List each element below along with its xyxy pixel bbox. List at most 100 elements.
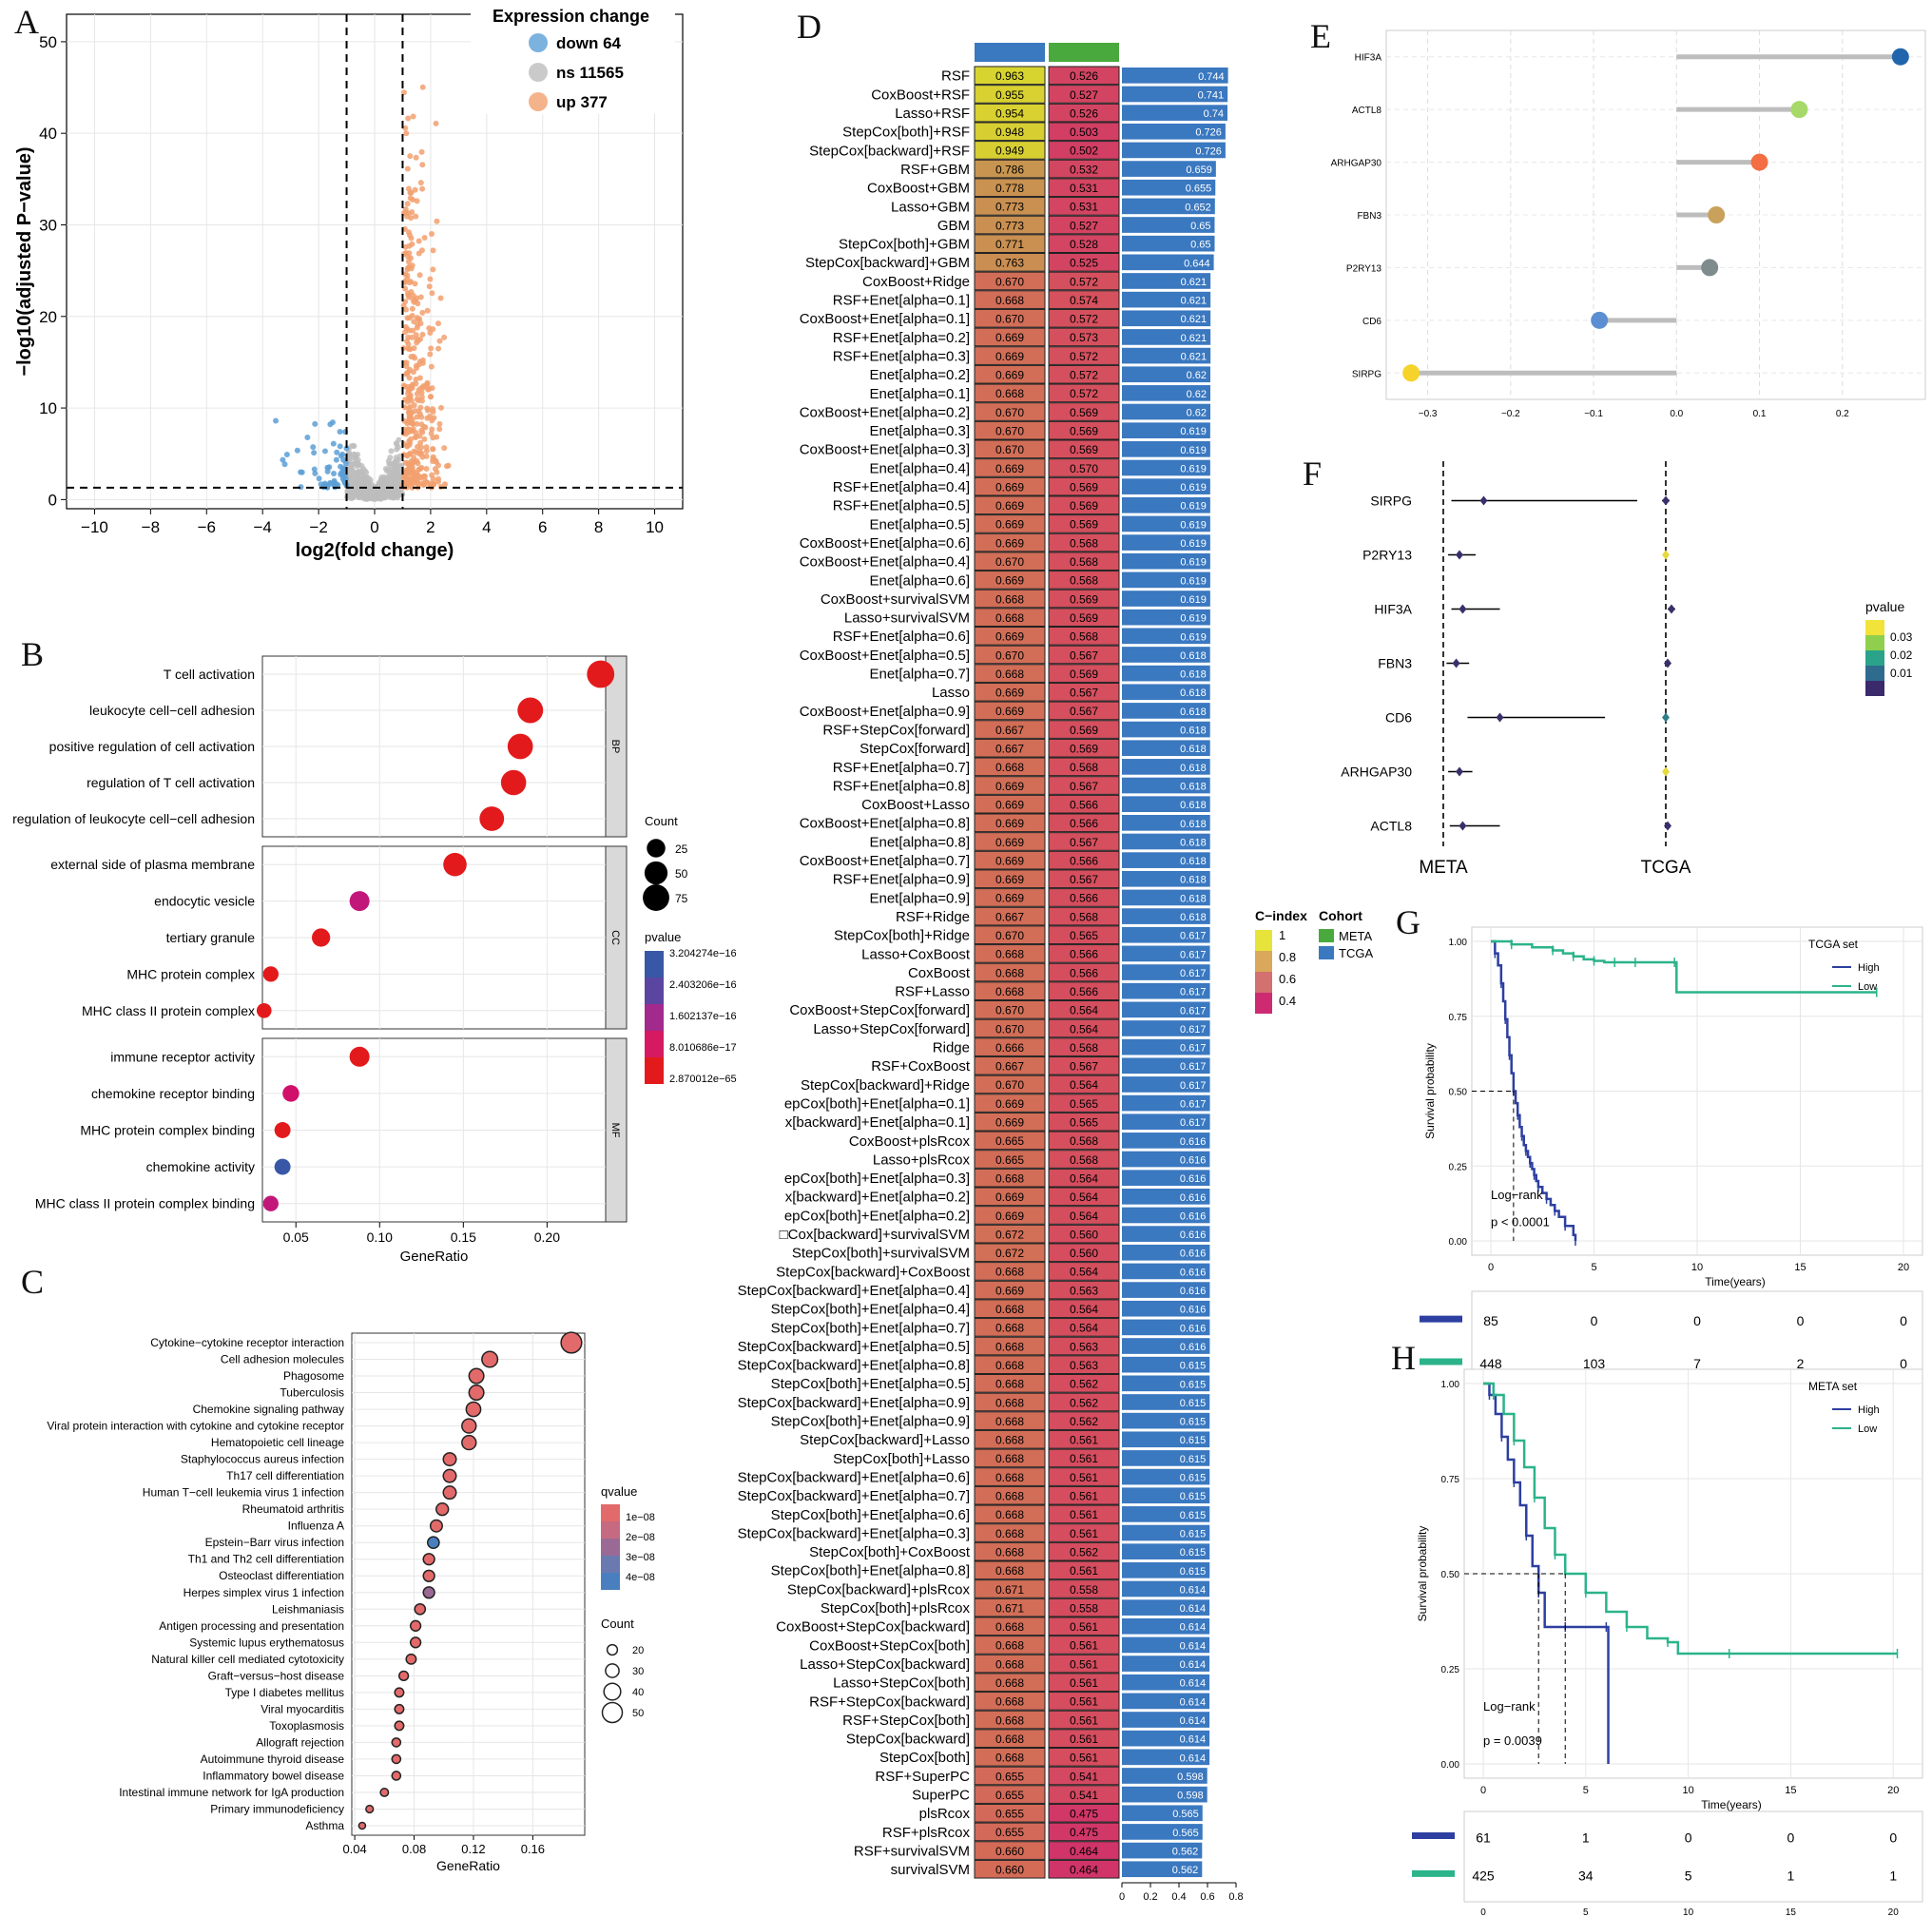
heat-cell-meta: [1048, 1131, 1120, 1151]
heat-cell-meta: [1048, 1224, 1120, 1244]
heat-cell-value: 0.564: [1070, 1004, 1098, 1017]
heat-cell-tcga: [974, 1448, 1046, 1468]
heat-cell-tcga: [974, 476, 1046, 496]
mean-bar: [1122, 1450, 1210, 1466]
model-label: StepCox[both]+GBM: [839, 237, 970, 253]
volcano-point-ns: [392, 458, 398, 465]
term-point: [391, 1737, 402, 1748]
heat-cell-tcga: [974, 738, 1046, 758]
volcano-point-down: [337, 428, 343, 435]
panel-label-b: B: [21, 635, 44, 673]
plot-frame: [351, 1332, 586, 1836]
volcano-point-down: [343, 445, 350, 452]
x-tick-label: 5: [1591, 1262, 1596, 1273]
model-label: Lasso: [932, 685, 970, 701]
legend-label: Low: [1858, 1423, 1877, 1435]
heat-cell-value: 0.668: [995, 1415, 1024, 1428]
mean-bar: [1122, 1768, 1208, 1784]
lollipop-head: [1750, 153, 1768, 171]
mean-bar-value: 0.65: [1190, 221, 1210, 232]
volcano-point-up: [443, 463, 450, 470]
gene-label: SIRPG: [1370, 494, 1412, 509]
volcano-point-up: [406, 375, 413, 381]
heat-cell-value: 0.655: [995, 1826, 1024, 1839]
heat-cell-tcga: [974, 962, 1046, 982]
model-label: RSF+Enet[alpha=0.4]: [833, 479, 970, 495]
mean-bar-value: 0.74: [1204, 108, 1224, 120]
term-label: Antigen processing and presentation: [159, 1619, 344, 1633]
mean-bar: [1122, 403, 1210, 420]
heat-cell-tcga: [974, 720, 1046, 739]
mean-bar: [1122, 889, 1210, 906]
volcano-point-up: [419, 185, 426, 192]
heat-cell-tcga: [974, 813, 1046, 833]
model-label: GBM: [937, 218, 970, 234]
volcano-point-down: [326, 464, 333, 471]
heat-cell-tcga: [974, 701, 1046, 721]
volcano-point-up: [408, 354, 415, 360]
term-label: Th1 and Th2 cell differentiation: [188, 1553, 344, 1566]
gene-label: FBN3: [1357, 211, 1381, 222]
heat-cell-value: 0.670: [995, 443, 1024, 456]
heat-cell-meta: [1048, 1766, 1120, 1786]
heat-cell-meta: [1048, 1785, 1120, 1804]
term-point: [409, 1619, 422, 1632]
heat-cell-value: 0.771: [995, 238, 1024, 251]
heat-cell-tcga: [974, 664, 1046, 683]
volcano-point-up: [428, 345, 435, 352]
heat-cell-value: 0.561: [1070, 1452, 1098, 1465]
volcano-point-ns: [385, 457, 392, 464]
mean-bar: [1122, 1057, 1210, 1075]
mean-bar-value: 0.619: [1180, 575, 1207, 587]
heat-cell-value: 0.561: [1070, 1657, 1098, 1671]
heat-cell-meta: [1048, 962, 1120, 982]
mean-bar-value: 0.616: [1180, 1342, 1207, 1353]
legend-label: High: [1858, 1404, 1880, 1416]
heat-cell-value: 0.669: [995, 854, 1024, 867]
volcano-point-up: [423, 465, 430, 472]
volcano-point-up: [434, 218, 440, 224]
volcano-point-up: [414, 414, 420, 420]
volcano-point-up: [407, 419, 414, 426]
volcano-point-up: [423, 453, 430, 459]
heat-cell-meta: [1048, 1579, 1120, 1598]
mean-bar: [1122, 1133, 1210, 1149]
heat-cell-value: 0.668: [995, 1752, 1024, 1765]
model-label: RSF+StepCox[both]: [842, 1713, 970, 1729]
heat-cell-value: 0.954: [995, 106, 1024, 120]
heat-cell-meta: [1048, 514, 1120, 533]
volcano-point-down: [280, 456, 286, 463]
heat-cell-value: 0.670: [995, 649, 1024, 662]
risk-x-tick-label: 15: [1786, 1907, 1797, 1917]
mean-bar-value: 0.617: [1180, 931, 1207, 942]
cohort-legend-swatch: [1319, 929, 1334, 942]
heat-cell-meta: [1048, 1374, 1120, 1393]
heat-cell-value: 0.572: [1070, 313, 1098, 326]
pvalue-legend-bar: [1865, 650, 1884, 666]
heat-cell-tcga: [974, 1336, 1046, 1356]
volcano-point-up: [405, 390, 412, 397]
heat-cell-value: 0.569: [1070, 518, 1098, 532]
heat-cell-value: 0.561: [1070, 1752, 1098, 1765]
heat-cell-meta: [1048, 383, 1120, 403]
mean-bar: [1122, 908, 1210, 924]
heat-cell-value: 0.564: [1070, 1303, 1098, 1316]
term-label: leukocyte cell−cell adhesion: [89, 703, 255, 718]
volcano-point-up: [406, 263, 413, 270]
term-label: Phagosome: [283, 1369, 344, 1383]
heat-cell-meta: [1048, 682, 1120, 702]
heat-cell-tcga: [974, 1355, 1046, 1374]
volcano-point-up: [433, 120, 439, 126]
model-label: RSF+SuperPC: [875, 1769, 970, 1785]
heat-cell-value: 0.669: [995, 780, 1024, 793]
term-point: [397, 1670, 410, 1681]
heat-cell-value: 0.572: [1070, 350, 1098, 363]
cindex-legend-label: 0.8: [1279, 950, 1296, 964]
heat-cell-value: 0.668: [995, 592, 1024, 606]
model-label: RSF+StepCox[backward]: [809, 1694, 970, 1710]
lollipop-head: [1402, 364, 1420, 382]
heat-cell-value: 0.566: [1070, 817, 1098, 830]
mean-bar: [1122, 665, 1210, 682]
term-point: [461, 1434, 477, 1451]
heat-cell-value: 0.669: [995, 1191, 1024, 1204]
